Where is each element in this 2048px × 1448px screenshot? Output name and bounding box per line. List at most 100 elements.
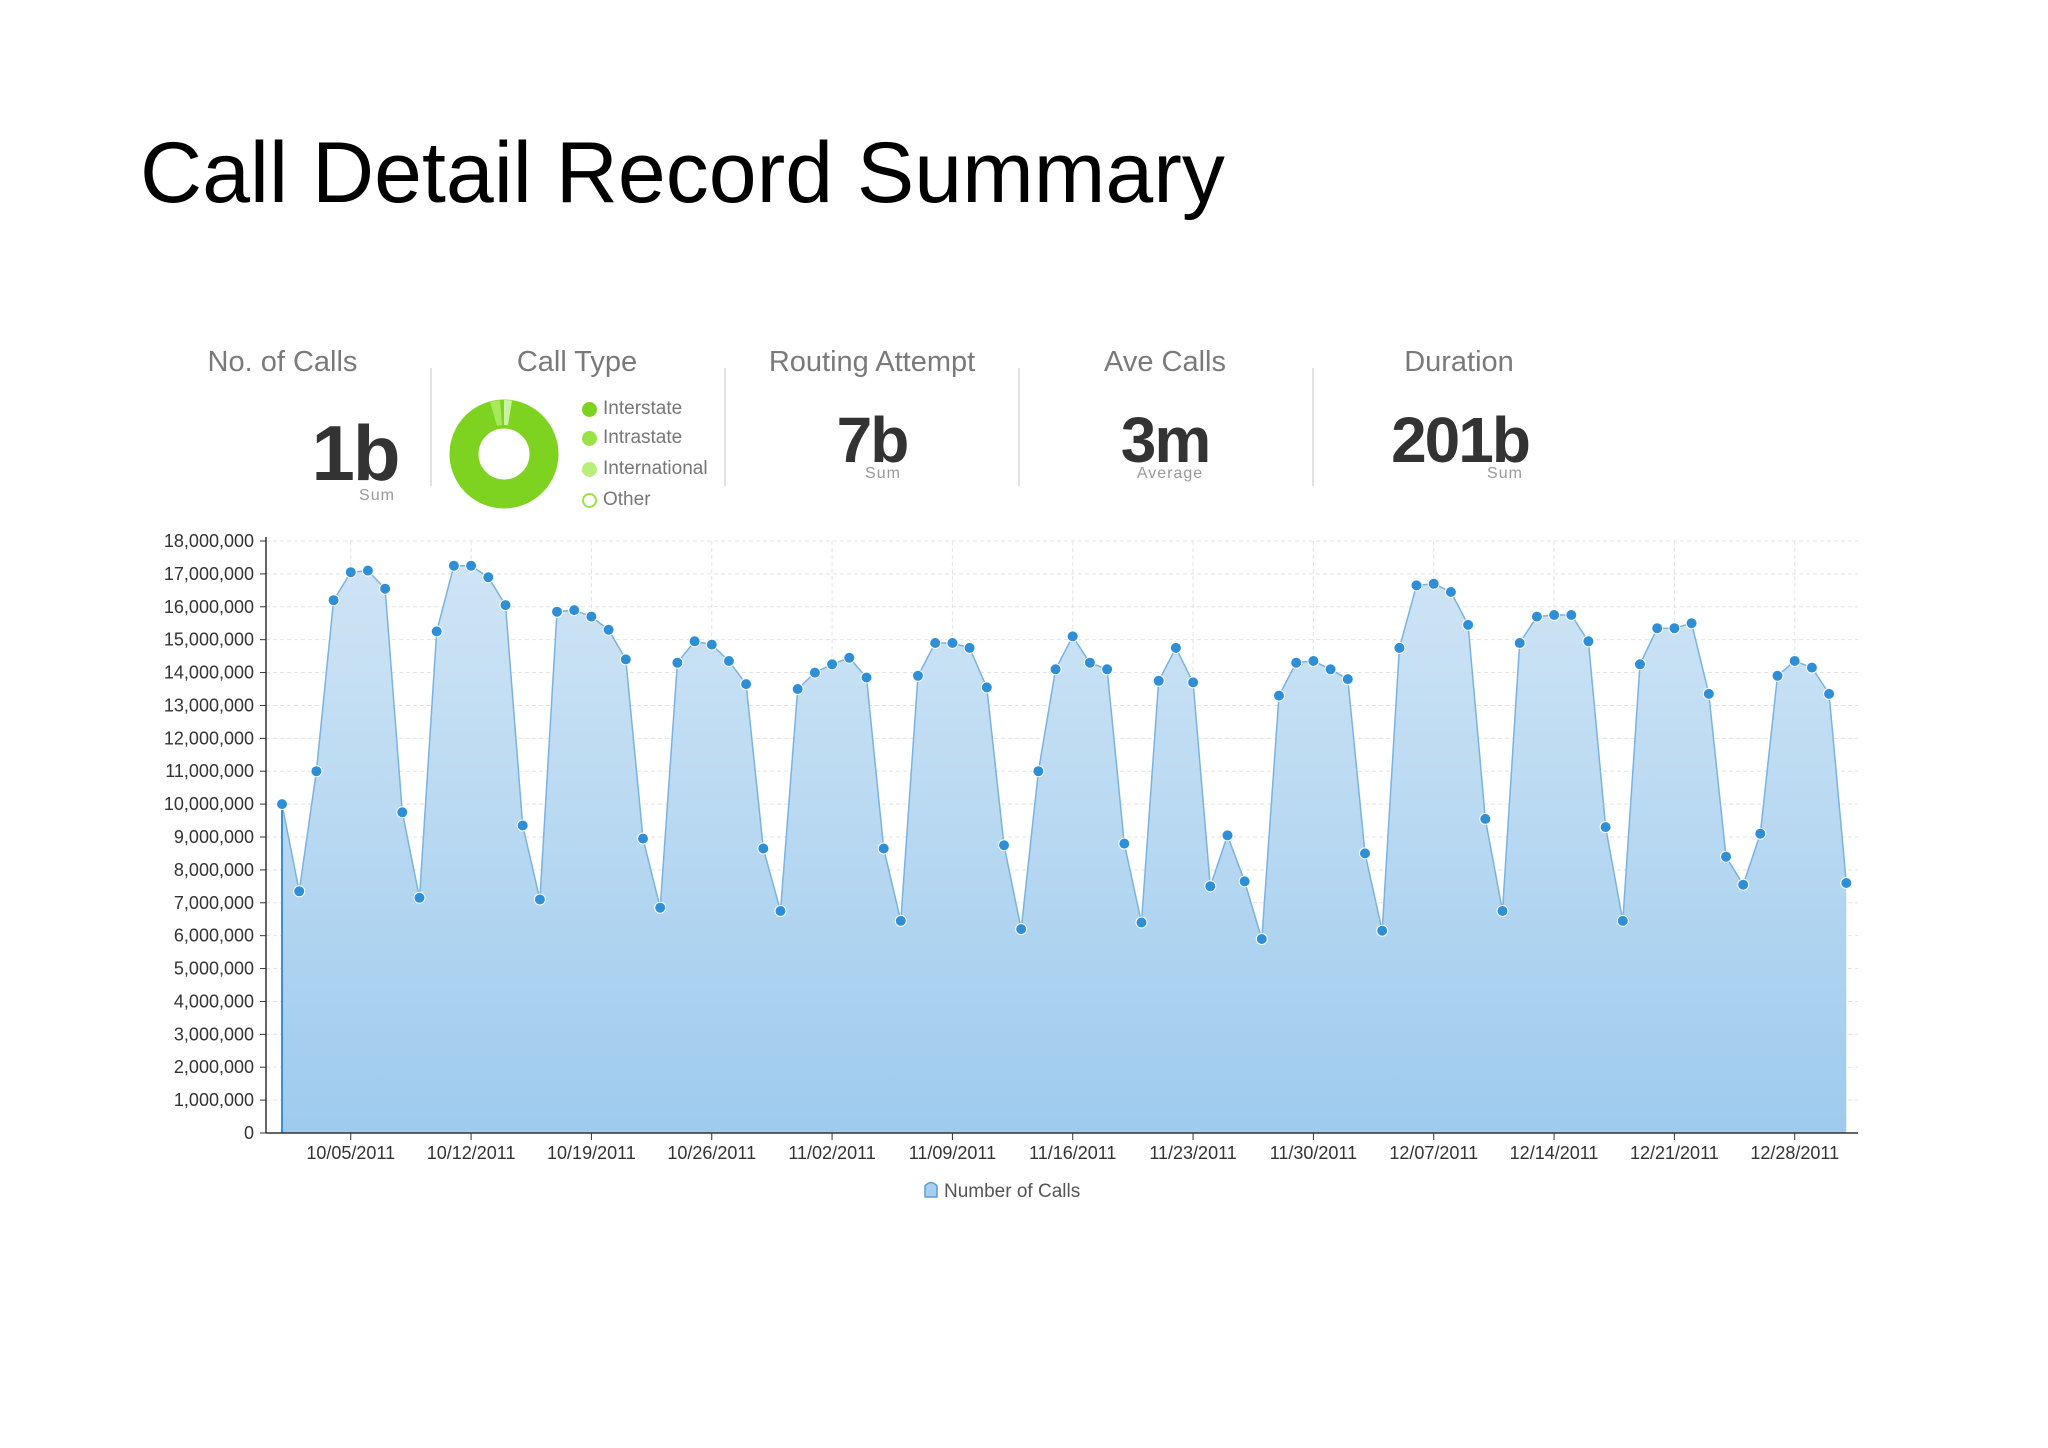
y-tick-label: 3,000,000 xyxy=(174,1024,254,1044)
data-point xyxy=(551,605,563,618)
data-point xyxy=(516,819,529,832)
data-point xyxy=(860,671,873,684)
y-tick-label: 17,000,000 xyxy=(164,564,254,584)
data-point xyxy=(1376,924,1389,937)
data-point xyxy=(1754,827,1767,840)
data-point xyxy=(1083,656,1096,669)
data-point xyxy=(1410,579,1423,592)
x-tick-label: 11/02/2011 xyxy=(788,1143,875,1163)
data-point xyxy=(963,641,976,654)
data-point xyxy=(826,658,839,671)
data-point xyxy=(1307,655,1320,667)
data-point xyxy=(1702,687,1715,700)
kpi-divider xyxy=(1018,368,1020,486)
data-point xyxy=(1530,610,1543,623)
data-point xyxy=(1152,674,1165,687)
y-tick-label: 8,000,000 xyxy=(174,860,254,880)
data-point xyxy=(1066,630,1079,643)
data-point xyxy=(499,599,512,612)
data-point xyxy=(808,666,821,679)
legend-interstate: Interstate xyxy=(582,397,682,421)
kpi-divider xyxy=(430,368,432,486)
data-point xyxy=(568,604,581,617)
duration-kpi-title: Duration xyxy=(1404,346,1514,378)
data-point xyxy=(1805,661,1818,674)
y-tick-label: 13,000,000 xyxy=(164,695,254,715)
legend-intrastate: Intrastate xyxy=(582,426,682,450)
legend-dot-icon xyxy=(582,492,597,508)
data-point xyxy=(465,559,478,572)
data-point xyxy=(379,582,392,595)
data-point xyxy=(1444,586,1457,598)
y-tick-label: 0 xyxy=(244,1123,254,1143)
data-point xyxy=(722,655,735,667)
y-tick-label: 10,000,000 xyxy=(164,794,254,814)
data-point xyxy=(929,637,942,649)
data-point xyxy=(912,669,924,682)
data-point xyxy=(1015,923,1028,936)
data-point xyxy=(1118,837,1131,850)
data-point xyxy=(602,623,615,636)
data-point xyxy=(344,566,357,579)
calls-kpi-sub: Sum xyxy=(359,487,395,504)
legend-other: Other xyxy=(582,488,651,512)
data-point xyxy=(877,842,890,855)
x-tick-label: 12/28/2011 xyxy=(1750,1143,1839,1163)
data-point xyxy=(774,905,787,917)
data-point xyxy=(276,798,288,811)
x-tick-label: 11/30/2011 xyxy=(1270,1143,1357,1163)
data-point xyxy=(327,594,340,607)
y-tick-label: 14,000,000 xyxy=(164,663,254,683)
y-tick-label: 9,000,000 xyxy=(174,827,254,847)
routing-kpi-sub: Sum xyxy=(865,465,901,482)
legend-label: Intrastate xyxy=(603,427,683,448)
data-point xyxy=(1290,656,1303,669)
data-point xyxy=(396,806,409,819)
duration-kpi-sub: Sum xyxy=(1487,465,1523,482)
data-point xyxy=(1341,673,1354,686)
y-tick-label: 12,000,000 xyxy=(164,728,254,748)
data-point xyxy=(361,564,374,577)
calls-kpi-value: 1b xyxy=(311,409,400,497)
legend-dot-icon xyxy=(582,401,597,417)
data-point xyxy=(980,681,993,694)
data-point xyxy=(1720,850,1732,863)
data-point xyxy=(1032,765,1045,778)
legend-label: Other xyxy=(603,489,651,510)
call-type-kpi-title: Call Type xyxy=(516,346,638,378)
y-tick-label: 2,000,000 xyxy=(174,1057,254,1077)
data-point xyxy=(654,901,667,914)
data-point xyxy=(1840,877,1853,889)
x-tick-label: 10/26/2011 xyxy=(667,1143,756,1163)
ave-kpi-value: 3m xyxy=(1120,404,1212,476)
ave-kpi-sub: Average xyxy=(1136,465,1204,482)
legend-series-label: Number of Calls xyxy=(944,1181,1080,1202)
data-point xyxy=(1823,687,1836,700)
data-point xyxy=(1255,933,1268,945)
data-point xyxy=(1685,617,1698,630)
data-point xyxy=(1616,914,1629,927)
data-point xyxy=(688,635,701,648)
x-tick-label: 10/12/2011 xyxy=(427,1143,516,1163)
data-point xyxy=(1238,875,1251,888)
y-tick-label: 4,000,000 xyxy=(174,991,254,1011)
donut-slice-intrastate xyxy=(490,400,502,426)
data-point xyxy=(791,683,804,695)
x-tick-label: 11/09/2011 xyxy=(909,1143,996,1163)
data-point xyxy=(1548,609,1561,621)
x-tick-label: 12/07/2011 xyxy=(1389,1143,1478,1163)
area-fill xyxy=(282,565,1847,1133)
data-point xyxy=(482,571,495,584)
x-tick-label: 11/16/2011 xyxy=(1029,1143,1116,1163)
data-point xyxy=(757,842,770,855)
x-tick-label: 10/05/2011 xyxy=(306,1143,395,1163)
routing-kpi-title: Routing Attempt xyxy=(768,346,976,378)
y-tick-label: 11,000,000 xyxy=(165,761,254,781)
data-point xyxy=(1788,655,1801,667)
data-point xyxy=(1169,641,1182,654)
data-point xyxy=(637,832,649,845)
ave-kpi-title: Ave Calls xyxy=(1104,346,1226,378)
legend-label: Interstate xyxy=(603,398,683,419)
data-point xyxy=(1565,609,1578,621)
